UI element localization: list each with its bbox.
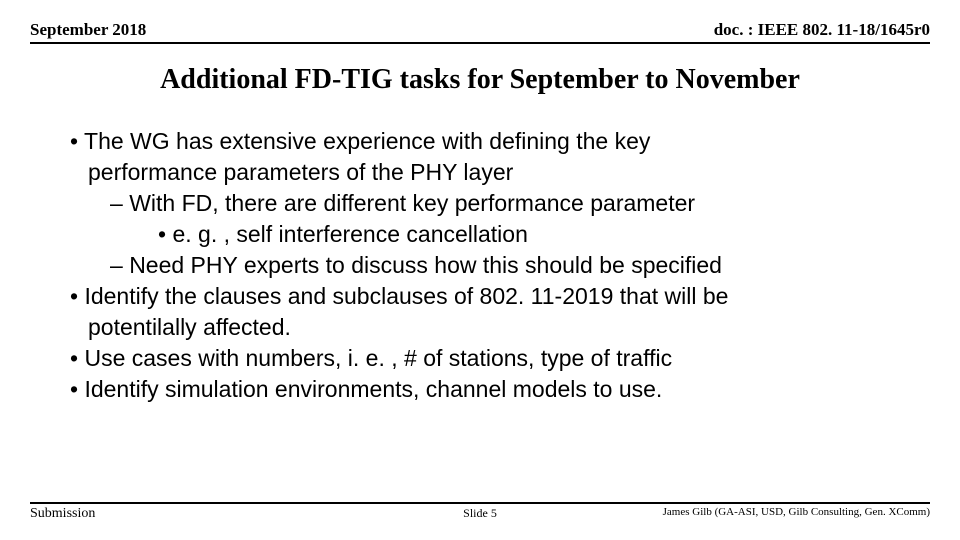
footer-slide-number: Slide 5: [463, 506, 497, 521]
slide: September 2018 doc. : IEEE 802. 11-18/16…: [0, 0, 960, 540]
bullet-level1-continuation: performance parameters of the PHY layer: [88, 157, 920, 188]
slide-title: Additional FD-TIG tasks for September to…: [30, 64, 930, 96]
bullet-level1: Identify the clauses and subclauses of 8…: [70, 281, 920, 312]
slide-body: The WG has extensive experience with def…: [30, 126, 930, 405]
bullet-level1: Identify simulation environments, channe…: [70, 374, 920, 405]
header-date: September 2018: [30, 20, 146, 40]
footer-author: James Gilb (GA-ASI, USD, Gilb Consulting…: [663, 506, 930, 518]
bullet-level1-continuation: potentilally affected.: [88, 312, 920, 343]
bullet-level1: Use cases with numbers, i. e. , # of sta…: [70, 343, 920, 374]
footer-left: Submission: [30, 506, 95, 522]
header-row: September 2018 doc. : IEEE 802. 11-18/16…: [30, 20, 930, 44]
bullet-level3: e. g. , self interference cancellation: [158, 219, 920, 250]
header-doc-number: doc. : IEEE 802. 11-18/1645r0: [714, 20, 930, 40]
bullet-level2: Need PHY experts to discuss how this sho…: [110, 250, 920, 281]
footer-row: Submission Slide 5 James Gilb (GA-ASI, U…: [30, 502, 930, 522]
bullet-level1: The WG has extensive experience with def…: [70, 126, 920, 157]
bullet-level2: With FD, there are different key perform…: [110, 188, 920, 219]
